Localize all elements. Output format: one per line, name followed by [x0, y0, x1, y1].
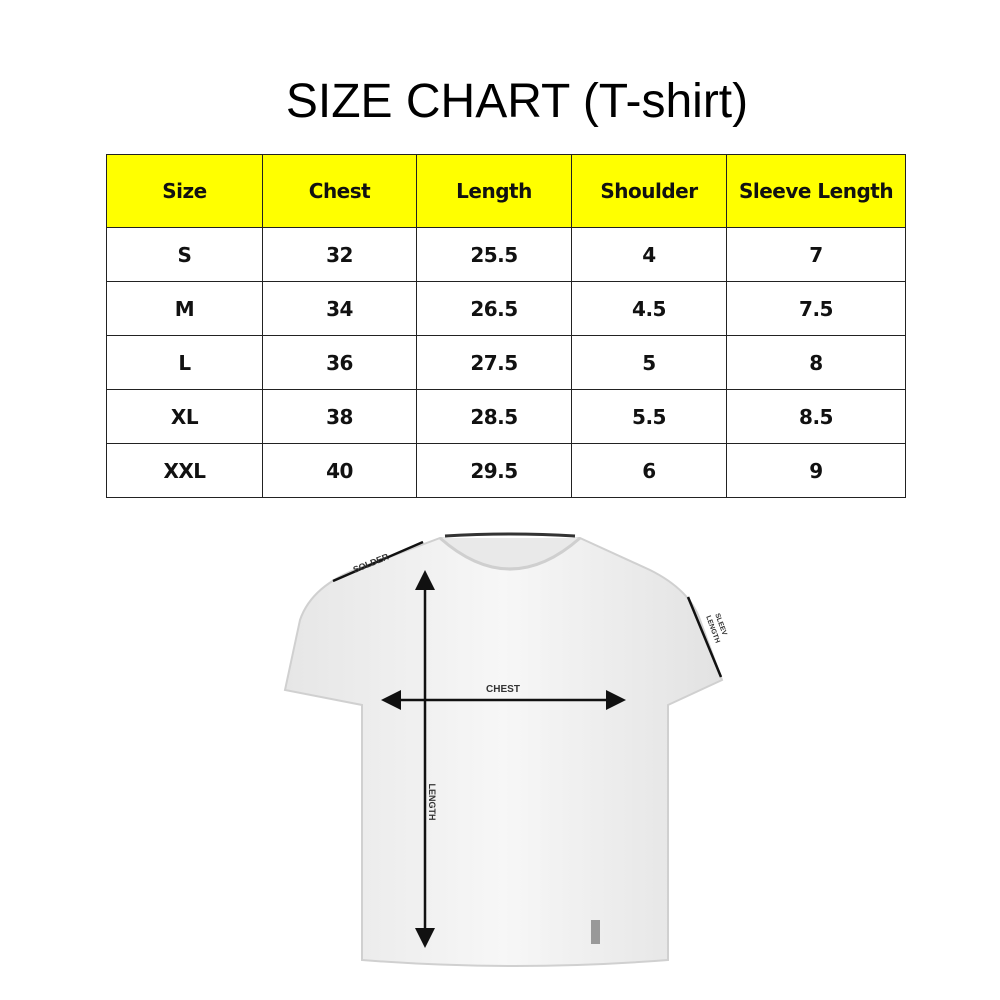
- table-cell: 7: [726, 227, 906, 282]
- table-cell: 27.5: [416, 335, 572, 390]
- table-cell: 9: [726, 443, 906, 498]
- shoulder-line: [332, 540, 424, 583]
- table-header-row: Size Chest Length Shoulder Sleeve Length: [106, 154, 906, 228]
- table-row: S 32 25.5 4 7: [106, 227, 906, 282]
- table-cell: L: [106, 335, 263, 390]
- column-header: Chest: [262, 154, 417, 228]
- table-cell: 5: [571, 335, 727, 390]
- column-header: Sleeve Length: [726, 154, 906, 228]
- table-row: XXL 40 29.5 6 9: [106, 443, 906, 498]
- table-cell: 26.5: [416, 281, 572, 336]
- column-header: Length: [416, 154, 572, 228]
- length-label: LENGTH: [427, 784, 437, 821]
- table-cell: 34: [262, 281, 417, 336]
- table-cell: 32: [262, 227, 417, 282]
- brand-tag: [591, 920, 600, 944]
- table-row: XL 38 28.5 5.5 8.5: [106, 389, 906, 444]
- table-cell: 8: [726, 335, 906, 390]
- table-cell: 36: [262, 335, 417, 390]
- page-title: SIZE CHART (T-shirt): [285, 75, 749, 128]
- table-row: M 34 26.5 4.5 7.5: [106, 281, 906, 336]
- chest-label: CHEST: [486, 684, 520, 695]
- collar: [439, 536, 581, 571]
- sleeve-line: [686, 596, 723, 678]
- table-cell: 25.5: [416, 227, 572, 282]
- table-cell: 4.5: [571, 281, 727, 336]
- table-cell: 29.5: [416, 443, 572, 498]
- table-cell: 7.5: [726, 281, 906, 336]
- size-table: Size Chest Length Shoulder Sleeve Length S 32…: [106, 154, 906, 498]
- table-cell: S: [106, 227, 263, 282]
- column-header: Size: [106, 154, 263, 228]
- table-cell: 38: [262, 389, 417, 444]
- tshirt-shape: [283, 536, 724, 967]
- table-cell: 6: [571, 443, 727, 498]
- table-cell: 5.5: [571, 389, 727, 444]
- table-cell: XL: [106, 389, 263, 444]
- table-cell: 8.5: [726, 389, 906, 444]
- table-cell: 40: [262, 443, 417, 498]
- table-row: L 36 27.5 5 8: [106, 335, 906, 390]
- table-cell: XXL: [106, 443, 263, 498]
- table-cell: 4: [571, 227, 727, 282]
- table-cell: M: [106, 281, 263, 336]
